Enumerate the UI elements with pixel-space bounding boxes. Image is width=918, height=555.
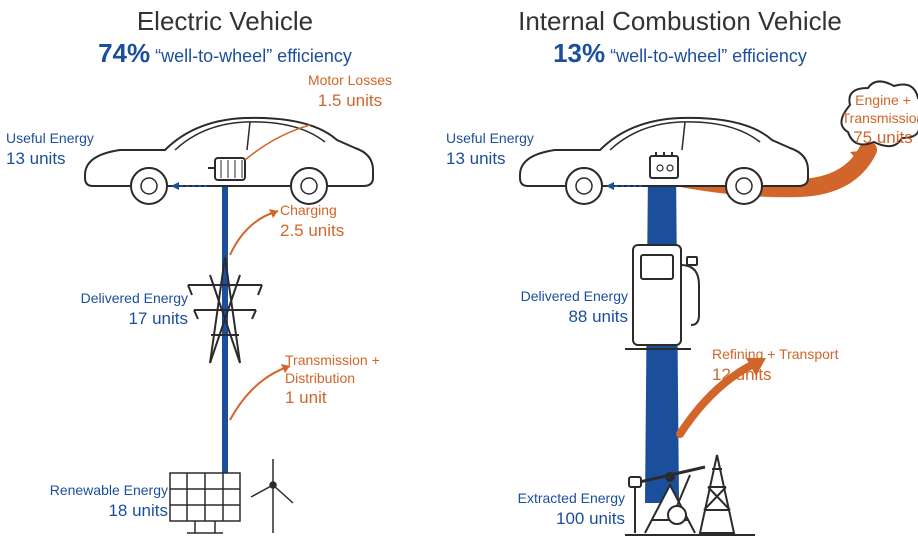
fuel-pump-icon — [625, 235, 715, 355]
ice-eff-pct: 13% — [553, 38, 605, 68]
ev-car-icon — [75, 100, 375, 210]
pylon-icon — [180, 255, 270, 365]
ev-efficiency: 74% “well-to-wheel” efficiency — [5, 38, 445, 69]
ice-delivered-text: Delivered Energy — [521, 288, 628, 304]
renewable-icon — [165, 455, 305, 535]
ev-source-text: Renewable Energy — [50, 482, 168, 498]
ev-charging-value: 2.5 units — [280, 220, 380, 241]
ev-delivered-label: Delivered Energy 17 units — [78, 290, 188, 329]
ice-refine-label: Refining + Transport 12 units — [712, 346, 862, 385]
ice-refine-text: Refining + Transport — [712, 346, 838, 362]
ice-delivered-label: Delivered Energy 88 units — [508, 288, 628, 327]
ice-useful-text: Useful Energy — [446, 130, 534, 146]
ice-source-label: Extracted Energy 100 units — [500, 490, 625, 529]
ev-trans-label: Transmission + Distribution 1 unit — [285, 352, 425, 408]
ev-source-label: Renewable Energy 18 units — [48, 482, 168, 521]
ev-useful-value: 13 units — [6, 148, 101, 169]
ev-motor-label: Motor Losses 1.5 units — [290, 72, 410, 111]
ice-engine-value: 75 units — [838, 127, 918, 148]
ev-motor-text: Motor Losses — [308, 72, 392, 88]
ice-source-text: Extracted Energy — [518, 490, 625, 506]
ice-delivered-value: 88 units — [508, 306, 628, 327]
ev-useful-text: Useful Energy — [6, 130, 94, 146]
ev-useful-label: Useful Energy 13 units — [6, 130, 101, 169]
oil-rig-icon — [625, 445, 755, 540]
ev-trans-value: 1 unit — [285, 387, 425, 408]
ice-engine-text: Engine + Transmission — [842, 92, 918, 126]
ev-delivered-value: 17 units — [78, 308, 188, 329]
ev-eff-pct: 74% — [98, 38, 150, 68]
ev-source-value: 18 units — [48, 500, 168, 521]
ice-efficiency: 13% “well-to-wheel” efficiency — [460, 38, 900, 69]
ice-useful-label: Useful Energy 13 units — [446, 130, 541, 169]
ev-motor-value: 1.5 units — [290, 90, 410, 111]
ice-useful-value: 13 units — [446, 148, 541, 169]
ice-source-value: 100 units — [500, 508, 625, 529]
ev-delivered-text: Delivered Energy — [81, 290, 188, 306]
ice-engine-label: Engine + Transmission 75 units — [838, 92, 918, 148]
ev-eff-label: “well-to-wheel” efficiency — [155, 46, 352, 66]
ice-title: Internal Combustion Vehicle — [460, 6, 900, 37]
ev-charging-label: Charging 2.5 units — [280, 202, 380, 241]
ice-refine-value: 12 units — [712, 364, 862, 385]
ev-charging-text: Charging — [280, 202, 337, 218]
ev-trans-text: Transmission + Distribution — [285, 352, 380, 386]
ev-title: Electric Vehicle — [5, 6, 445, 37]
ice-eff-label: “well-to-wheel” efficiency — [610, 46, 807, 66]
